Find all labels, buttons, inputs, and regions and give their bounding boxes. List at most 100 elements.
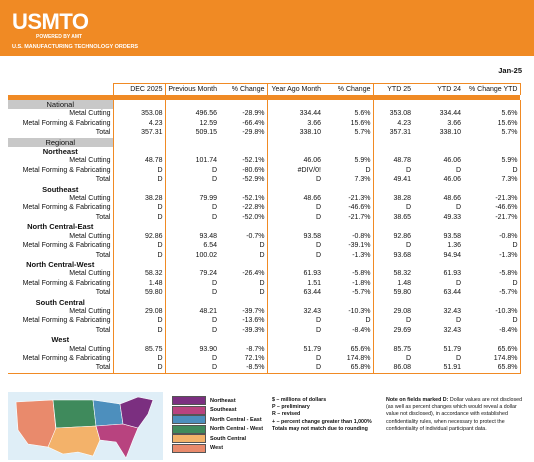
- cell: 353.08: [372, 109, 413, 119]
- empty-cell: [463, 259, 521, 270]
- row-label: Metal Forming & Fabricating: [22, 317, 111, 325]
- empty-cell: [372, 137, 413, 148]
- cell: 51.79: [443, 345, 461, 353]
- cell: D: [112, 203, 166, 213]
- cell: 51.91: [413, 363, 463, 374]
- empty-cell: [372, 100, 413, 110]
- empty-cell: [323, 100, 374, 110]
- cell: -52.1%: [219, 194, 268, 204]
- cell: -66.4%: [219, 118, 268, 129]
- cell: 93.90: [164, 344, 219, 354]
- empty-cell: [413, 138, 463, 147]
- legend-label: West: [210, 445, 224, 452]
- cell: 46.06: [266, 156, 323, 166]
- cell: 51.79: [266, 344, 323, 354]
- row-label: Metal Forming & Fabricating: [22, 354, 111, 362]
- empty-cell: [463, 147, 521, 157]
- cell: -39.1%: [323, 241, 374, 251]
- cell: -21.3%: [323, 194, 374, 204]
- cell: 174.8%: [463, 353, 521, 364]
- cell: 7.3%: [323, 175, 374, 185]
- cell: D: [463, 241, 521, 251]
- cell: D: [164, 212, 219, 223]
- table-row: Metal Cutting 353.08 496.56 -28.9% 334.44 5.6…: [8, 109, 521, 119]
- cell: D: [112, 363, 166, 374]
- cell: 15.6%: [463, 118, 521, 129]
- cell: 48.66: [266, 194, 323, 204]
- empty-cell: [266, 147, 323, 157]
- legend-label: North Central - West: [210, 426, 264, 433]
- table-row: North Central-West: [8, 259, 521, 270]
- region-label: North Central-East: [27, 222, 94, 232]
- empty-cell: [112, 137, 166, 148]
- cell: 92.86: [112, 231, 166, 242]
- table-row: Total D D -8.5% D 65.8% 86.08 51.91 65.8%: [8, 363, 521, 374]
- band-cell: [113, 95, 165, 100]
- table-row: Metal Cutting 48.78 101.74 -52.1% 46.06 5.9% 4…: [8, 156, 521, 166]
- cell: D: [455, 354, 461, 362]
- table-row: Metal Forming & Fabricating 1.48 D D 1.51 -1.…: [8, 278, 521, 289]
- table-row: Northeast: [8, 147, 521, 157]
- empty-cell: [372, 184, 413, 195]
- cell: D: [266, 241, 323, 251]
- note: $ – millions of dollars: [272, 397, 327, 403]
- cell: -21.7%: [463, 212, 521, 223]
- cell: -29.8%: [219, 128, 268, 138]
- cell: 509.15: [164, 128, 219, 138]
- band-cell: [323, 95, 373, 100]
- cell: -5.8%: [323, 269, 374, 279]
- footnote-title: Note on fields marked D:: [386, 397, 449, 403]
- cell: 48.21: [164, 306, 219, 317]
- cell: 85.75: [112, 344, 166, 354]
- table-row: North Central-East: [8, 222, 521, 232]
- cell: 58.32: [372, 269, 413, 279]
- footnote-text: Dollar values are not disclosed (as well…: [386, 397, 523, 432]
- empty-cell: [413, 260, 463, 269]
- cell: D: [323, 165, 374, 176]
- table-row: Metal Cutting 85.75 93.90 -8.7% 51.79 65.6% 85…: [8, 344, 521, 354]
- band-cell: [219, 95, 267, 100]
- cell: 86.08: [372, 363, 413, 374]
- cell: D: [463, 316, 521, 326]
- empty-cell: [219, 335, 268, 345]
- legend: Northeast Southeast North Central - East No…: [172, 396, 263, 453]
- cell: -52.0%: [219, 212, 268, 223]
- orders-table: DEC 2025 Previous Month% Change Year Ago M…: [8, 83, 521, 374]
- empty-cell: [164, 335, 219, 345]
- row-label: Total: [8, 363, 113, 374]
- table-row: West: [8, 335, 521, 345]
- empty-cell: [112, 297, 166, 307]
- band-cell: [463, 95, 520, 100]
- cell: -28.9%: [219, 109, 268, 119]
- cell: 353.08: [112, 109, 166, 119]
- cell: 4.23: [112, 118, 166, 129]
- table-row: Metal Cutting 92.86 93.48 -0.7% 93.58 -0.8% 92…: [8, 231, 521, 242]
- table-row: Regional: [8, 137, 521, 148]
- empty-cell: [164, 100, 219, 110]
- empty-cell: [112, 147, 166, 157]
- table-row: Total D D -52.0% D -21.7% 38.65 49.33 -21.7%: [8, 212, 521, 223]
- cell: 58.32: [112, 269, 166, 279]
- cell: -52.1%: [219, 156, 268, 166]
- row-label: Total: [95, 326, 111, 334]
- header-band: [8, 95, 520, 100]
- cell: 93.58: [443, 232, 461, 240]
- region-label: Southeast: [42, 184, 79, 194]
- cell: 5.7%: [463, 128, 521, 138]
- cell: -8.7%: [219, 344, 268, 354]
- table-row: Metal Forming & Fabricating D D 72.1% D 174.8…: [8, 353, 521, 364]
- cell: D: [219, 250, 268, 260]
- cell: -8.4%: [323, 325, 374, 336]
- legend-item: Northeast: [172, 396, 263, 406]
- section-label: Regional: [8, 137, 113, 148]
- empty-cell: [372, 222, 413, 232]
- cell: -39.3%: [219, 325, 268, 336]
- cell: -5.7%: [323, 288, 374, 298]
- empty-cell: [372, 259, 413, 270]
- cell: D: [266, 203, 323, 213]
- table-row: Total D 100.02 D D -1.3% 93.68 94.94 -1.3%: [8, 250, 521, 260]
- logo: USMTO: [12, 9, 89, 34]
- legend-label: North Central - East: [210, 416, 262, 423]
- north-central-east: [92, 399, 124, 427]
- powered-by: POWERED BY AMT: [36, 34, 83, 40]
